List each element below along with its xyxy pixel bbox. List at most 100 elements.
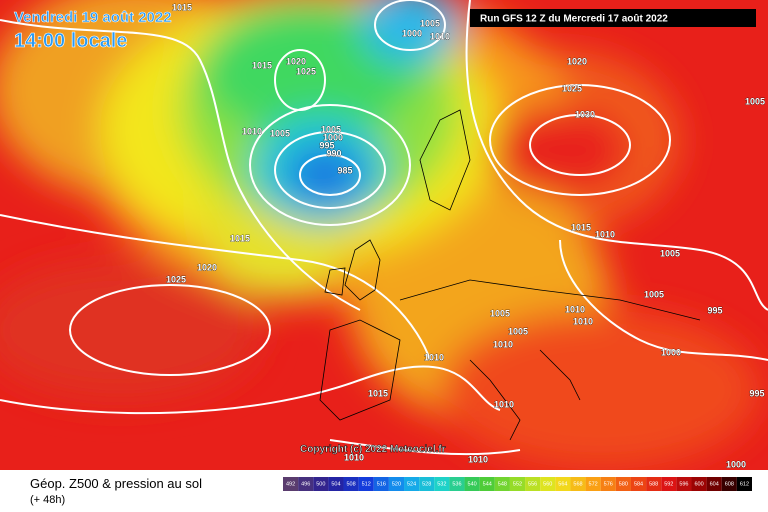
colorbar-cell xyxy=(358,477,374,491)
colorbar-cell xyxy=(419,477,435,491)
colorbar-label: 604 xyxy=(710,481,719,487)
colorbar-label: 596 xyxy=(679,481,688,487)
isobar-label: 1000 xyxy=(726,459,746,469)
colorbar: 492 496 500 504 508 512 516 520 524 528 532 536 540 5… xyxy=(283,477,752,491)
colorbar-cell xyxy=(404,477,420,491)
isobar-label: 1005 xyxy=(321,124,341,134)
isobar-label: 1020 xyxy=(567,56,587,66)
colorbar-cell xyxy=(736,477,752,491)
isobar-label: 1005 xyxy=(270,128,290,138)
colorbar-label: 496 xyxy=(301,481,310,487)
colorbar-label: 504 xyxy=(331,481,340,487)
colorbar-label: 532 xyxy=(437,481,446,487)
isobar-label: 1010 xyxy=(430,31,450,41)
isobar-label: 990 xyxy=(326,148,341,158)
coastlines xyxy=(319,109,701,441)
colorbar-label: 556 xyxy=(528,481,537,487)
colorbar-label: 500 xyxy=(316,481,325,487)
isobar-label: 1010 xyxy=(595,229,615,239)
isobar-label: 1010 xyxy=(573,316,593,326)
isobar-label: 1005 xyxy=(490,308,510,318)
isobar-label: 995 xyxy=(707,305,722,315)
isobar-label: 1005 xyxy=(644,289,664,299)
isobar-label: 1010 xyxy=(242,126,262,136)
colorbar-label: 508 xyxy=(346,481,355,487)
colorbar-label: 572 xyxy=(589,481,598,487)
colorbar-label: 580 xyxy=(619,481,628,487)
colorbar-cell xyxy=(721,477,737,491)
run-box xyxy=(470,9,756,27)
isobar-label: 1010 xyxy=(494,399,514,409)
isobar-lines xyxy=(0,0,768,456)
colorbar-label: 552 xyxy=(513,481,522,487)
isobar-label: 1010 xyxy=(424,352,444,362)
isobar-label: 1000 xyxy=(402,28,422,38)
colorbar-label: 520 xyxy=(392,481,401,487)
colorbar-label: 492 xyxy=(286,481,295,487)
colorbar-cell xyxy=(298,477,314,491)
isobar-label: 1005 xyxy=(420,18,440,28)
colorbar-cell xyxy=(343,477,359,491)
isobar-label: 1025 xyxy=(562,83,582,93)
isobar-label: 1000 xyxy=(323,132,343,142)
isobar-label: 1020 xyxy=(286,56,306,66)
isobar-label: 1010 xyxy=(493,339,513,349)
isobar-label: 1010 xyxy=(468,454,488,464)
isobar-label: 995 xyxy=(749,388,764,398)
colorbar-label: 612 xyxy=(740,481,749,487)
colorbar-cell xyxy=(479,477,495,491)
colorbar-label: 568 xyxy=(573,481,582,487)
colorbar-label: 544 xyxy=(483,481,492,487)
forecast-time: 14:00 locale xyxy=(14,30,127,52)
colorbar-label: 584 xyxy=(634,481,643,487)
colorbar-cell xyxy=(600,477,616,491)
field xyxy=(0,0,768,470)
isobar-label: 1000 xyxy=(661,347,681,357)
legend-lead: (+ 48h) xyxy=(30,494,65,506)
isobar-label: 1015 xyxy=(571,222,591,232)
colorbar-cell xyxy=(388,477,405,491)
isobar-label: 1030 xyxy=(575,109,595,119)
isobar-label: 1010 xyxy=(565,304,585,314)
colorbar-cell xyxy=(691,477,707,491)
colorbar-label: 524 xyxy=(407,481,416,487)
isobar-label: 985 xyxy=(337,165,352,175)
colorbar-cell xyxy=(646,477,662,491)
colorbar-cell xyxy=(661,477,677,491)
isobar-label: 1005 xyxy=(660,248,680,258)
colorbar-cell xyxy=(464,477,480,491)
isobar-label: 1010 xyxy=(344,452,364,462)
isobar-label: 1025 xyxy=(296,66,316,76)
isobar-label: 1025 xyxy=(166,274,186,284)
colorbar-cell xyxy=(555,477,571,491)
colorbar-label: 560 xyxy=(543,481,552,487)
colorbar-cell xyxy=(630,477,647,491)
isobar-label: 995 xyxy=(319,140,334,150)
colorbar-cell xyxy=(706,477,722,491)
colorbar-cell xyxy=(525,477,541,491)
copyright: Copyright (c) 2022 Meteociel.fr xyxy=(300,444,446,455)
isobar-label: 1015 xyxy=(230,233,250,243)
colorbar-cell xyxy=(509,477,526,491)
colorbar-label: 592 xyxy=(664,481,673,487)
colorbar-label: 536 xyxy=(452,481,461,487)
colorbar-label: 516 xyxy=(377,481,386,487)
isobar-label: 1015 xyxy=(368,388,388,398)
isobar-label: 1005 xyxy=(745,96,765,106)
colorbar-label: 576 xyxy=(604,481,613,487)
colorbar-cell xyxy=(615,477,631,491)
colorbar-cell xyxy=(676,477,692,491)
forecast-date: Vendredi 19 août 2022 xyxy=(14,9,172,26)
colorbar-cell xyxy=(328,477,344,491)
run-info: Run GFS 12 Z du Mercredi 17 août 2022 xyxy=(480,14,668,25)
colorbar-cell xyxy=(449,477,465,491)
colorbar-label: 548 xyxy=(498,481,507,487)
colorbar-label: 600 xyxy=(694,481,703,487)
colorbar-label: 588 xyxy=(649,481,658,487)
colorbar-cell xyxy=(373,477,389,491)
colorbar-cell xyxy=(585,477,601,491)
isobar-label: 1005 xyxy=(508,326,528,336)
